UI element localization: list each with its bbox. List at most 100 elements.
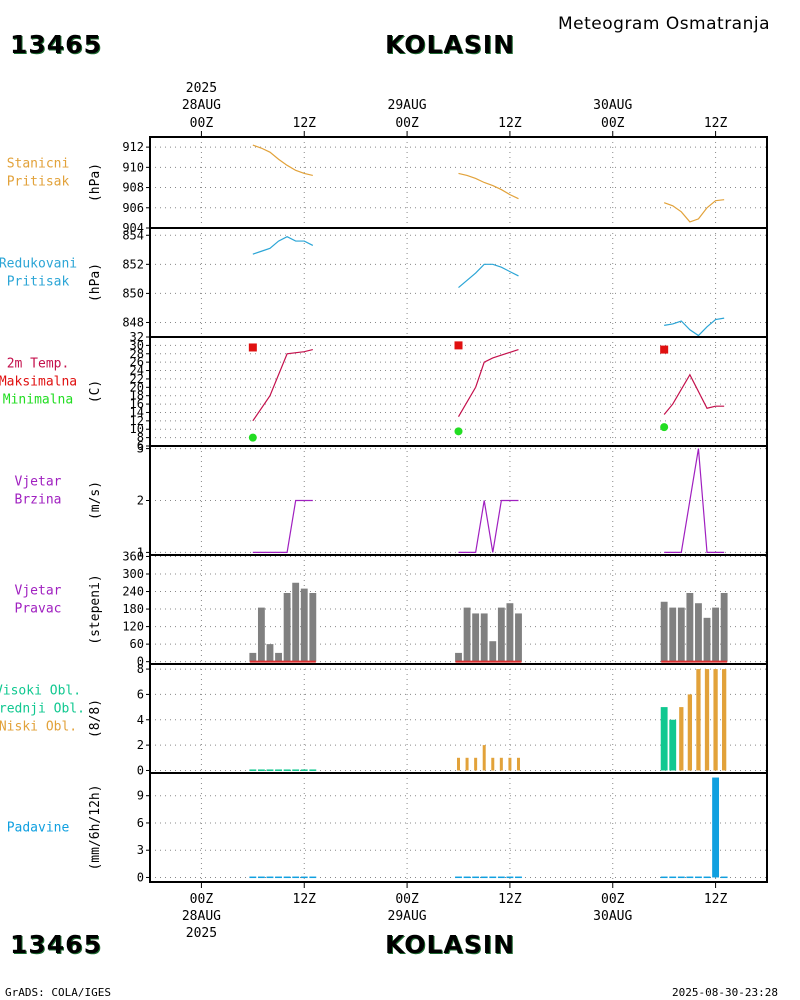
series-line	[663, 373, 725, 415]
y-tick-label: 14	[130, 405, 144, 419]
unit-label: (C)	[88, 380, 103, 403]
bar	[266, 644, 274, 662]
panel-label: Visoki Obl.	[0, 684, 81, 699]
y-tick-label: 8	[137, 662, 144, 676]
y-tick-label: 1	[137, 545, 144, 559]
bar	[669, 719, 677, 771]
y-tick-label: 904	[122, 221, 144, 235]
bar	[292, 769, 300, 771]
tmax-marker	[660, 345, 669, 354]
bar	[249, 876, 257, 879]
top-time-label: 00Z	[190, 116, 214, 131]
series-line	[252, 499, 313, 554]
bar	[508, 757, 512, 771]
panel-frame	[149, 136, 768, 229]
bottom-time-label: 12Z	[293, 892, 317, 907]
y-tick-label: 848	[122, 315, 144, 329]
bottom-time-label: 00Z	[190, 892, 214, 907]
bar	[720, 592, 728, 662]
bar	[713, 669, 718, 771]
bar	[506, 876, 514, 879]
bar	[704, 669, 710, 771]
station-id-top: 13465	[10, 30, 102, 59]
panel-label: Srednji Obl.	[0, 702, 85, 717]
bar	[679, 707, 684, 771]
bar	[455, 652, 462, 662]
bar	[249, 652, 257, 662]
bar	[257, 769, 265, 771]
y-tick-label: 0	[137, 870, 144, 884]
bar	[266, 876, 274, 879]
bar	[257, 607, 265, 662]
bar	[515, 613, 522, 662]
panel-label: Vjetar	[15, 584, 62, 599]
y-tick-label: 2	[137, 494, 144, 508]
bar	[300, 769, 308, 771]
bar	[283, 876, 291, 879]
station-id-bottom: 13465	[10, 930, 102, 959]
tmax-marker	[248, 343, 257, 352]
bar	[482, 745, 486, 771]
y-tick-label: 18	[130, 389, 144, 403]
grads-credit: GrADS: COLA/IGES	[5, 986, 111, 999]
top-time-label: 12Z	[293, 116, 317, 131]
panel-wind	[146, 445, 768, 556]
panel-label: Brzina	[15, 493, 62, 508]
panel-label: Maksimalna	[0, 375, 77, 390]
bar	[497, 876, 505, 879]
tmax-marker	[454, 341, 463, 350]
tmin-marker	[248, 433, 257, 442]
bar	[696, 669, 701, 771]
station-name-top: KOLASIN	[385, 30, 516, 59]
top-date-label: 29AUG	[388, 98, 427, 113]
panel-frame	[149, 227, 768, 338]
y-tick-label: 9	[137, 789, 144, 803]
render-timestamp: 2025-08-30-23:28	[672, 986, 778, 999]
top-time-label: 12Z	[498, 116, 522, 131]
bar	[687, 694, 693, 771]
bar	[669, 876, 677, 879]
bottom-time-label: 12Z	[704, 892, 728, 907]
panel-frame	[149, 772, 768, 883]
bar	[497, 607, 505, 662]
bar	[677, 876, 685, 879]
bar	[275, 652, 282, 662]
meteogram-title: Meteogram Osmatranja	[558, 14, 771, 34]
panel-label: Stanicni	[7, 157, 70, 172]
bar	[686, 592, 694, 662]
bar	[722, 669, 727, 771]
y-tick-label: 30	[130, 338, 144, 352]
bar	[283, 769, 291, 771]
bar	[489, 876, 497, 879]
unit-label: (hPa)	[88, 163, 103, 202]
bar	[457, 757, 460, 771]
unit-label: (hPa)	[88, 263, 103, 302]
bar	[300, 876, 308, 879]
bar	[472, 613, 480, 662]
bar	[300, 588, 308, 662]
bar	[712, 607, 720, 662]
y-tick-label: 60	[130, 637, 144, 651]
y-tick-label: 22	[130, 372, 144, 386]
bar	[275, 769, 282, 771]
y-tick-label: 26	[130, 355, 144, 369]
series-line	[252, 236, 314, 255]
y-tick-label: 24	[130, 364, 144, 378]
panel-label: Pritisak	[7, 175, 70, 190]
bar	[491, 757, 495, 771]
y-tick-label: 6	[137, 816, 144, 830]
y-tick-label: 32	[130, 330, 144, 344]
bar	[677, 607, 685, 662]
bar	[703, 617, 711, 662]
bar	[283, 592, 291, 662]
y-tick-label: 6	[137, 687, 144, 701]
y-tick-label: 28	[130, 347, 144, 361]
series-line	[252, 144, 313, 177]
y-tick-label: 16	[130, 397, 144, 411]
bottom-date-label: 29AUG	[388, 909, 427, 924]
bar	[463, 607, 471, 662]
bar	[703, 876, 711, 879]
series-line	[252, 348, 313, 422]
tmin-marker	[454, 427, 463, 436]
